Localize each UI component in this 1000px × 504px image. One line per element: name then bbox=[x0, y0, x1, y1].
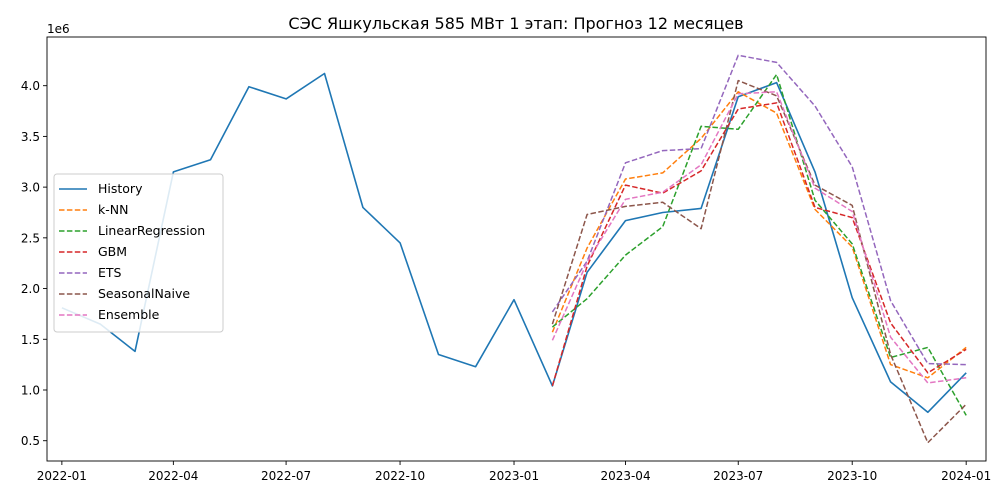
series-line-linearregression bbox=[551, 73, 967, 416]
y-axis: 0.5 1.0 1.5 2.0 2.5 3.0 3.5 4.0 bbox=[21, 79, 47, 448]
series-line-ensemble bbox=[551, 91, 967, 384]
chart-title: СЭС Яшкульская 585 МВт 1 этап: Прогноз 1… bbox=[288, 14, 743, 33]
legend-box bbox=[53, 173, 224, 333]
x-tick-label: 2023-10 bbox=[827, 469, 877, 483]
legend-label: SeasonalNaive bbox=[98, 286, 190, 301]
x-tick-label: 2022-07 bbox=[261, 469, 311, 483]
x-tick-label: 2022-04 bbox=[148, 469, 198, 483]
legend: History k-NN LinearRegression GBM ETS Seasona… bbox=[53, 173, 224, 333]
legend-label: k-NN bbox=[98, 202, 128, 217]
y-tick-label: 1.0 bbox=[21, 383, 40, 397]
legend-label: History bbox=[98, 181, 143, 196]
plot-frame bbox=[46, 36, 987, 462]
legend-label: Ensemble bbox=[98, 307, 160, 322]
y-tick-label: 3.0 bbox=[21, 181, 40, 195]
y-tick-label: 2.5 bbox=[21, 231, 40, 245]
series-lines bbox=[61, 54, 967, 444]
y-tick-label: 3.5 bbox=[21, 130, 40, 144]
series-line-ets bbox=[551, 54, 967, 366]
x-tick-label: 2023-01 bbox=[489, 469, 539, 483]
x-tick-label: 2024-01 bbox=[941, 469, 991, 483]
series-line-history bbox=[61, 72, 967, 414]
y-tick-label: 1.5 bbox=[21, 333, 40, 347]
y-offset-label: 1e6 bbox=[47, 22, 70, 36]
series-line-seasonalnaive bbox=[551, 79, 967, 444]
x-tick-label: 2023-07 bbox=[713, 469, 763, 483]
x-tick-label: 2022-01 bbox=[37, 469, 87, 483]
y-tick-label: 0.5 bbox=[21, 434, 40, 448]
legend-label: ETS bbox=[98, 265, 122, 280]
series-line-gbm bbox=[551, 102, 967, 387]
x-axis: 2022-01 2022-04 2022-07 2022-10 2023-01 2023-… bbox=[37, 461, 991, 483]
legend-label: LinearRegression bbox=[98, 223, 205, 238]
x-tick-label: 2022-10 bbox=[375, 469, 425, 483]
legend-label: GBM bbox=[98, 244, 127, 259]
x-tick-label: 2023-04 bbox=[600, 469, 650, 483]
y-tick-label: 2.0 bbox=[21, 282, 40, 296]
y-tick-label: 4.0 bbox=[21, 79, 40, 93]
